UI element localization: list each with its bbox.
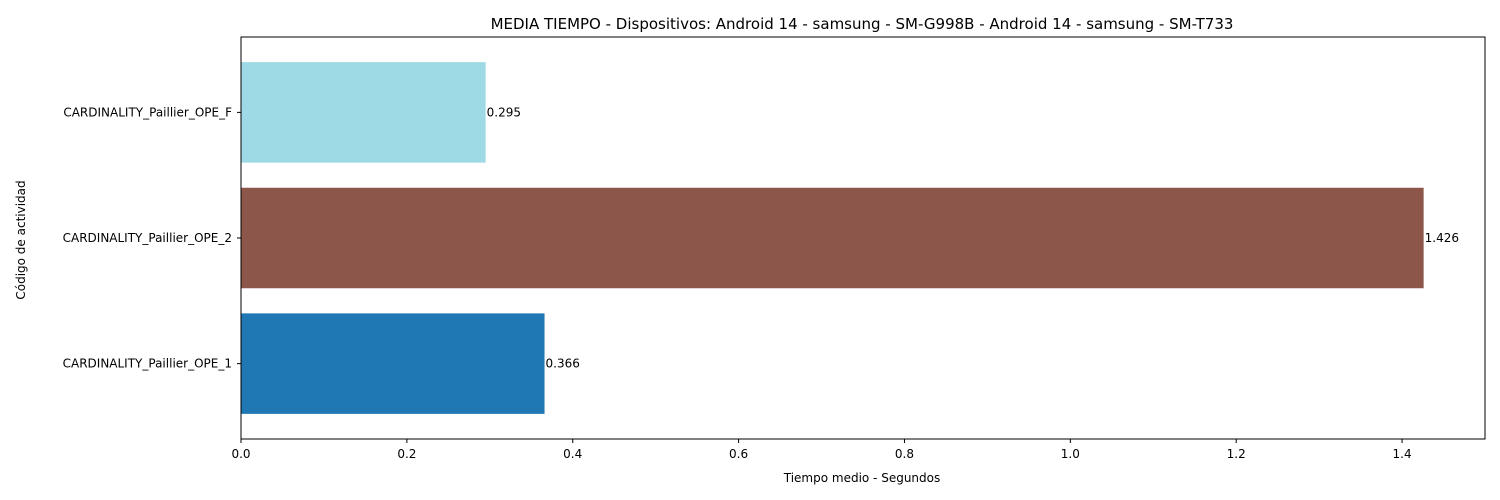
x-tick-label-4: 0.8	[895, 447, 914, 461]
bar-1	[241, 313, 545, 414]
x-tick-label-0: 0.0	[231, 447, 250, 461]
y-tick-label-2: CARDINALITY_Paillier_OPE_2	[63, 231, 232, 245]
value-labels-group: 0.366 1.426 0.295	[487, 105, 1459, 370]
bar-2	[241, 187, 1424, 289]
x-tick-label-7: 1.4	[1393, 447, 1412, 461]
x-tick-label-3: 0.6	[729, 447, 748, 461]
bar-3	[241, 62, 486, 163]
x-tick-label-2: 0.4	[563, 447, 582, 461]
x-tick-label-5: 1.0	[1061, 447, 1080, 461]
y-axis-label: Código de actividad	[14, 180, 28, 299]
chart-title: MEDIA TIEMPO - Dispositivos: Android 14 …	[491, 15, 1234, 33]
y-axis-ticks: CARDINALITY_Paillier_OPE_1 CARDINALITY_Pa…	[63, 105, 241, 371]
bars-group	[241, 62, 1424, 414]
x-axis-ticks: 0.0 0.2 0.4 0.6 0.8 1.0 1.2 1.4	[231, 439, 1412, 461]
y-tick-label-3: CARDINALITY_Paillier_OPE_F	[63, 105, 232, 119]
x-tick-label-6: 1.2	[1227, 447, 1246, 461]
value-label-2: 1.426	[1425, 231, 1459, 245]
x-tick-label-1: 0.2	[397, 447, 416, 461]
value-label-3: 0.295	[487, 105, 521, 119]
value-label-1: 0.366	[546, 357, 580, 371]
y-tick-label-1: CARDINALITY_Paillier_OPE_1	[63, 357, 232, 371]
x-axis-label: Tiempo medio - Segundos	[783, 471, 941, 485]
